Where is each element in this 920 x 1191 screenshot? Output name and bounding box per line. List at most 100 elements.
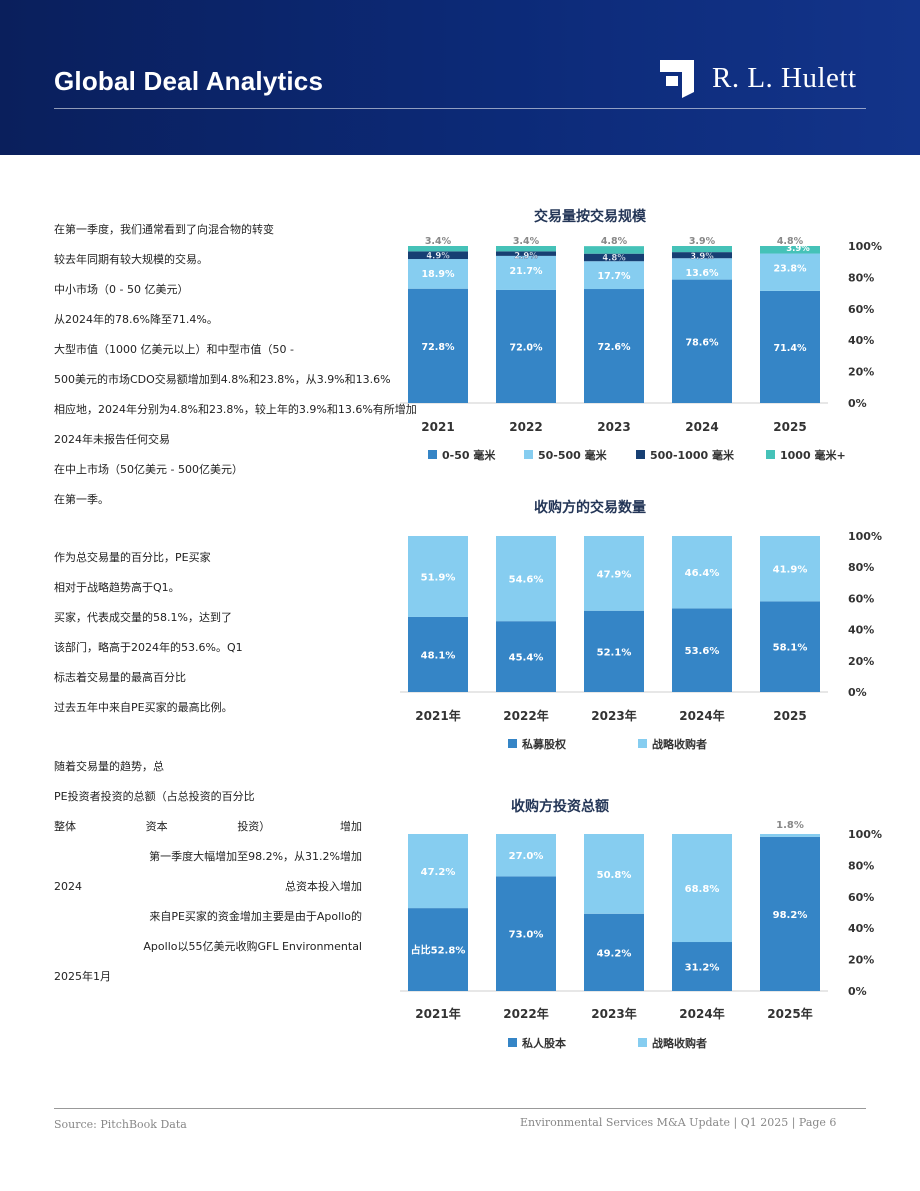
data-label: 78.6% xyxy=(686,337,719,348)
text-line: 过去五年中来自PE买家的最高比例。 xyxy=(54,701,233,714)
y-tick-label: 100% xyxy=(848,828,882,841)
bar-segment xyxy=(760,536,820,602)
page-title: Global Deal Analytics xyxy=(54,66,324,96)
chart-deal-count: 100% 80% 60% 40% 20% 0% 2021年 2022年 2023年 2024年 20… xyxy=(400,530,882,751)
y-tick-label: 20% xyxy=(848,655,874,668)
bar-segment xyxy=(408,616,468,692)
legend-swatch xyxy=(636,450,645,459)
text-line: 2024年未报告任何交易 xyxy=(54,433,170,446)
legend-label: 0-50 毫米 xyxy=(442,448,496,462)
legend-label: 私人股本 xyxy=(522,1036,566,1050)
data-label: 71.4% xyxy=(774,343,807,354)
data-label: 23.8% xyxy=(774,264,807,275)
x-tick-label: 2025 xyxy=(773,709,806,723)
y-tick-label: 40% xyxy=(848,624,874,637)
text-line: 整体 资本 投资） 增加 xyxy=(54,812,362,842)
data-label: 53.6% xyxy=(685,646,720,657)
data-label: 13.6% xyxy=(686,268,719,279)
y-tick-label: 0% xyxy=(848,985,867,998)
text-line: 买家，代表成交量的58.1%，达到了 xyxy=(54,611,232,624)
bar-segment xyxy=(672,246,732,253)
y-tick-label: 100% xyxy=(848,530,882,543)
data-label: 3.9% xyxy=(786,244,810,254)
word: 总资本投入增加 xyxy=(285,880,362,893)
bar-segment xyxy=(760,834,820,837)
text-line: 作为总交易量的百分比，PE买家 xyxy=(54,551,211,564)
data-label: 68.8% xyxy=(685,884,720,895)
legend-label: 私募股权 xyxy=(522,737,567,751)
data-label: 72.8% xyxy=(422,342,455,353)
text-line: 来自PE买家的资金增加主要是由于Apollo的 xyxy=(149,910,362,923)
bar-segment xyxy=(408,246,468,252)
legend-label: 战略收购者 xyxy=(652,737,707,751)
bar-segment xyxy=(672,942,732,991)
footer-page-info: Environmental Services M&A Update | Q1 2… xyxy=(520,1116,837,1129)
brand-name: R. L. Hulett xyxy=(712,62,857,94)
chart-investment: 100% 80% 60% 40% 20% 0% 2021年 2022年 2023年 2024年 20… xyxy=(400,820,882,1050)
bar-segment xyxy=(672,536,732,609)
y-tick-label: 60% xyxy=(848,891,874,904)
y-tick-label: 20% xyxy=(848,954,874,967)
bar-segment xyxy=(496,251,556,256)
y-tick-label: 100% xyxy=(848,240,882,253)
text-line: Apollo以55亿美元收购GFL Environmental xyxy=(143,940,362,953)
bar-segment xyxy=(584,289,644,403)
text-line: 该部门，略高于2024年的53.6%。Q1 xyxy=(54,641,243,654)
data-label: 49.2% xyxy=(597,948,632,959)
word: 整体 xyxy=(54,820,76,833)
data-label: 17.7% xyxy=(598,271,631,282)
bar-segment xyxy=(760,290,820,403)
bar-segment xyxy=(408,288,468,403)
bar-segment xyxy=(584,913,644,991)
data-label: 98.2% xyxy=(773,910,808,921)
bar-segment xyxy=(760,836,820,991)
footer-divider xyxy=(54,1108,866,1109)
word: 增加 xyxy=(339,820,362,833)
bar-segment xyxy=(408,908,468,991)
y-tick-label: 20% xyxy=(848,366,874,379)
y-tick-label: 40% xyxy=(848,334,874,347)
footer-source: Source: PitchBook Data xyxy=(54,1118,187,1131)
bar-segment xyxy=(408,834,468,909)
bar-segment xyxy=(496,834,556,877)
legend-swatch xyxy=(638,1038,647,1047)
data-label: 3.4% xyxy=(425,236,452,247)
bar-segment xyxy=(496,246,556,252)
x-tick-label: 2022 xyxy=(509,420,542,434)
legend-swatch xyxy=(508,739,517,748)
data-label: 27.0% xyxy=(509,851,544,862)
y-tick-label: 60% xyxy=(848,303,874,316)
y-tick-label: 40% xyxy=(848,922,874,935)
bar-segment xyxy=(408,251,468,260)
bar-segment xyxy=(496,255,556,290)
x-tick-label: 2023 xyxy=(597,420,630,434)
text-line: 2025年1月 xyxy=(54,970,111,983)
bar-segment xyxy=(672,608,732,692)
data-label: 3.9% xyxy=(690,252,714,262)
legend-label: 50-500 毫米 xyxy=(538,448,608,462)
bar-segment xyxy=(584,834,644,914)
legend-swatch xyxy=(508,1038,517,1047)
x-tick-label: 2024年 xyxy=(679,1006,724,1021)
word: 投资） xyxy=(237,820,271,833)
bar-segment xyxy=(760,601,820,692)
text-line: 在第一季度，我们通常看到了向混合物的转变 xyxy=(54,223,274,236)
text-line: 随着交易量的趋势，总 xyxy=(54,760,164,773)
text-line: 从2024年的78.6%降至71.4%。 xyxy=(54,313,218,326)
x-tick-label: 2025年 xyxy=(767,1006,812,1021)
chart-title-investment: 收购方投资总额 xyxy=(511,799,609,815)
x-tick-label: 2021年 xyxy=(415,1006,460,1021)
data-label: 73.0% xyxy=(509,930,544,941)
legend-swatch xyxy=(524,450,533,459)
data-label: 58.1% xyxy=(773,643,808,654)
data-label: 47.2% xyxy=(421,867,456,878)
bar-segment xyxy=(496,876,556,991)
bar-segment xyxy=(584,610,644,692)
chart-title-deal-size: 交易量按交易规模 xyxy=(534,209,646,225)
data-label: 4.9% xyxy=(426,251,450,261)
x-tick-label: 2021年 xyxy=(415,708,460,723)
bar-segment xyxy=(760,253,820,291)
data-label: 47.9% xyxy=(597,569,632,580)
data-label: 2.9% xyxy=(514,251,538,261)
data-label: 46.4% xyxy=(685,568,720,579)
